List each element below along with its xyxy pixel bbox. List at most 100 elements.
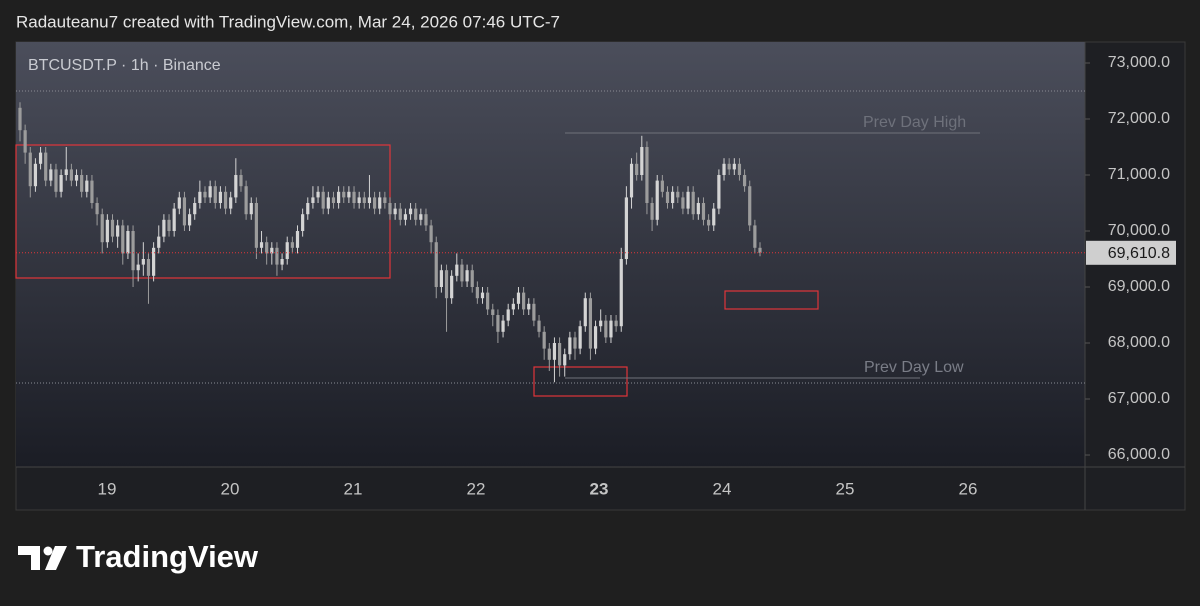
candle-body (172, 208, 176, 232)
candle-body (218, 191, 223, 204)
candle-body (316, 191, 320, 198)
candle-body (100, 214, 104, 243)
candle-body (691, 191, 695, 215)
candle-body (254, 203, 258, 248)
candle-body (424, 214, 428, 226)
candle-body (455, 264, 459, 276)
candle-body (403, 214, 408, 220)
candle-body (629, 163, 634, 198)
chart-title: BTCUSDT.P · 1h · Binance (28, 57, 221, 74)
candle-body (244, 186, 248, 215)
candle-body (347, 191, 351, 198)
candle-body (470, 270, 474, 288)
candle-body (18, 107, 22, 131)
candle-body (604, 320, 608, 338)
candle-body (295, 231, 300, 248)
candle-body (419, 214, 423, 220)
candle-body (557, 343, 562, 366)
candle-body (203, 191, 207, 198)
y-tick-label: 68,000.0 (1108, 334, 1170, 351)
candle-body (635, 163, 639, 176)
candle-body (85, 180, 89, 192)
candle-body (588, 298, 593, 349)
candle-body (737, 163, 742, 176)
candle-body (285, 242, 289, 260)
candle-body (547, 348, 551, 360)
candle-body (748, 186, 752, 226)
candle-body (614, 320, 618, 327)
candle-body (378, 197, 382, 209)
logo-mark (43, 546, 53, 556)
candle-body (506, 309, 510, 321)
candle-body (511, 303, 515, 310)
candle-body (568, 337, 572, 355)
x-tick-label: 25 (836, 479, 855, 498)
candle-body (542, 331, 546, 349)
annotation: Prev Day Low (864, 359, 964, 376)
candle-body (105, 219, 109, 243)
candle-body (388, 203, 392, 215)
plot-area (16, 42, 1085, 467)
candle-body (486, 292, 490, 310)
candle-body (552, 343, 557, 360)
candle-body (686, 191, 690, 209)
candle-body (136, 264, 140, 271)
last-price-label: 69,610.8 (1108, 245, 1170, 262)
candle-body (732, 163, 736, 170)
candle-body (676, 191, 680, 198)
candle-body (208, 186, 212, 198)
candle-body (234, 175, 238, 198)
candle-body (311, 197, 315, 204)
candle-body (80, 175, 84, 192)
candle-body (742, 175, 747, 187)
candle-body (265, 242, 269, 254)
candle-body (563, 354, 567, 366)
candle-body (95, 203, 99, 215)
candle-body (352, 191, 356, 204)
candle-body (727, 163, 731, 170)
candle-body (491, 309, 495, 316)
logo: TradingView (18, 539, 259, 574)
candle-body (290, 242, 294, 248)
candle-body (650, 203, 654, 220)
candle-body (408, 208, 413, 215)
zone-box (724, 290, 819, 310)
annotation: Prev Day High (863, 114, 966, 131)
candle-body (116, 225, 120, 237)
candle-body (126, 231, 130, 254)
candle-body (414, 208, 418, 220)
logo-mark (18, 546, 40, 570)
candle-body (624, 197, 628, 260)
candle-body (439, 270, 443, 288)
candle-body (239, 175, 243, 187)
candle-body (275, 247, 279, 265)
candle-body (54, 169, 58, 192)
candle-body (660, 180, 664, 192)
candle-body (593, 326, 598, 349)
candle-body (337, 191, 341, 204)
y-tick-label: 70,000.0 (1108, 222, 1170, 239)
y-tick-label: 73,000.0 (1108, 54, 1170, 71)
candle-body (146, 259, 151, 276)
x-tick-label: 21 (344, 479, 363, 498)
candle-body (367, 197, 372, 204)
candle-body (398, 208, 402, 220)
candle-body (496, 315, 500, 332)
candle-body (167, 219, 171, 232)
candle-body (758, 247, 762, 253)
candle-body (522, 292, 526, 310)
candle-body (141, 259, 145, 265)
y-tick-label: 72,000.0 (1108, 110, 1170, 127)
candle-body (434, 242, 438, 288)
candle-body (342, 191, 346, 198)
candle-body (475, 287, 479, 299)
candle-body (609, 320, 613, 338)
candle-body (90, 180, 94, 204)
candle-body (527, 303, 531, 310)
candle-body (198, 191, 202, 204)
candle-body (696, 203, 700, 215)
candle-body (64, 169, 68, 176)
last-price-box (1086, 240, 1176, 265)
candle-body (131, 231, 135, 271)
candle-body (619, 259, 623, 327)
